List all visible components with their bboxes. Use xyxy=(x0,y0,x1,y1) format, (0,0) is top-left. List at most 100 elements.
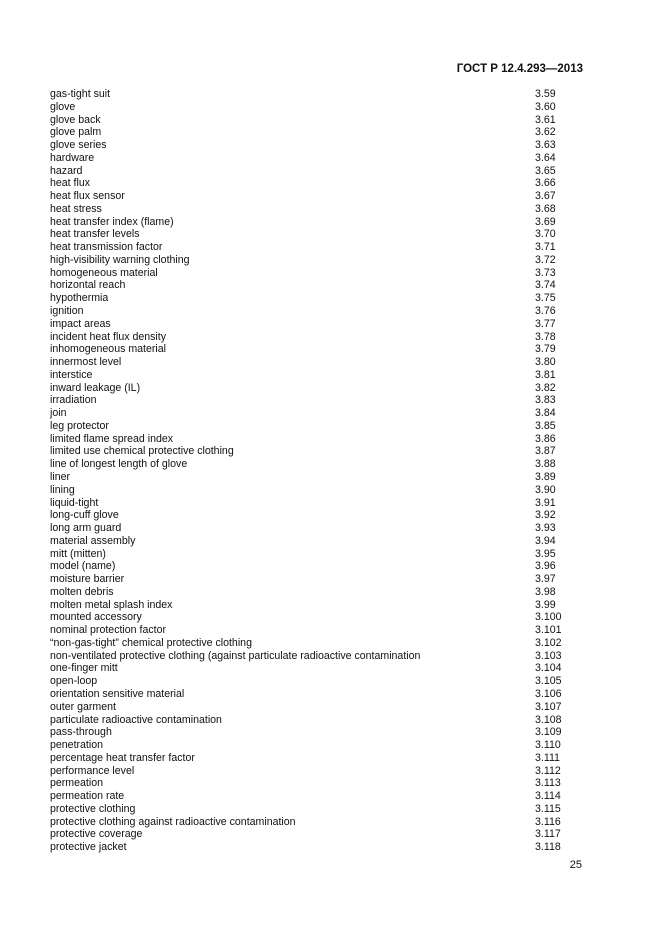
term: molten metal splash index xyxy=(50,598,173,611)
list-item: heat flux sensor 3.67 xyxy=(50,190,590,203)
term: inward leakage (IL) xyxy=(50,381,141,394)
term: protective jacket xyxy=(50,841,127,854)
term-reference: 3.68 xyxy=(535,202,556,215)
list-item: inhomogeneous material 3.79 xyxy=(50,343,590,356)
list-item: outer garment 3.107 xyxy=(50,701,590,714)
term-reference: 3.82 xyxy=(535,381,556,394)
term-reference: 3.75 xyxy=(535,292,556,305)
term: limited use chemical protective clothing xyxy=(50,445,234,458)
term-reference: 3.95 xyxy=(535,547,556,560)
list-item: innermost level 3.80 xyxy=(50,356,590,369)
term-reference: 3.103 xyxy=(535,649,562,662)
term: nominal protection factor xyxy=(50,624,167,637)
term: protective coverage xyxy=(50,828,143,841)
term: join xyxy=(50,407,67,420)
term: high-visibility warning clothing xyxy=(50,253,190,266)
term-reference: 3.65 xyxy=(535,164,556,177)
term-reference: 3.83 xyxy=(535,394,556,407)
document-header: ГОСТ Р 12.4.293—2013 xyxy=(456,63,583,75)
term: protective clothing against radioactive … xyxy=(50,815,296,828)
term: material assembly xyxy=(50,534,136,547)
term-reference: 3.89 xyxy=(535,470,556,483)
term-reference: 3.71 xyxy=(535,241,556,254)
list-item: join 3.84 xyxy=(50,407,590,420)
term: pass-through xyxy=(50,726,112,739)
term: limited flame spread index xyxy=(50,432,174,445)
term: hazard xyxy=(50,164,83,177)
list-item: hazard 3.65 xyxy=(50,165,590,178)
list-item: particulate radioactive contamination 3.1… xyxy=(50,714,590,727)
term: interstice xyxy=(50,368,93,381)
term-reference: 3.66 xyxy=(535,177,556,190)
term: gas-tight suit xyxy=(50,88,111,100)
term: impact areas xyxy=(50,317,111,330)
term-reference: 3.116 xyxy=(535,815,561,828)
list-item: non-ventilated protective clothing (agai… xyxy=(50,650,590,663)
list-item: “non-gas-tight” chemical protective clot… xyxy=(50,637,590,650)
list-item: performance level 3.112 xyxy=(50,765,590,778)
term: heat flux xyxy=(50,177,91,190)
term-reference: 3.76 xyxy=(535,305,556,318)
term: percentage heat transfer factor xyxy=(50,751,195,764)
term-reference: 3.104 xyxy=(535,662,562,675)
term: protective clothing xyxy=(50,802,136,815)
list-item: ignition 3.76 xyxy=(50,305,590,318)
term: one-finger mitt xyxy=(50,662,118,675)
list-item: pass-through 3.109 xyxy=(50,726,590,739)
term: heat transfer levels xyxy=(50,228,140,241)
list-item: limited use chemical protective clothing… xyxy=(50,445,590,458)
term-reference: 3.109 xyxy=(535,726,562,739)
list-item: horizontal reach 3.74 xyxy=(50,279,590,292)
term-reference: 3.69 xyxy=(535,215,556,228)
list-item: limited flame spread index 3.86 xyxy=(50,433,590,446)
term-reference: 3.114 xyxy=(535,790,561,803)
term-reference: 3.117 xyxy=(535,828,561,841)
term-reference: 3.91 xyxy=(535,496,556,509)
list-item: protective clothing against radioactive … xyxy=(50,816,590,829)
list-item: model (name) 3.96 xyxy=(50,560,590,573)
term: innermost level xyxy=(50,356,122,369)
list-item: one-finger mitt 3.104 xyxy=(50,662,590,675)
list-item: heat transfer index (flame) 3.69 xyxy=(50,216,590,229)
term-reference: 3.63 xyxy=(535,139,556,152)
term-reference: 3.98 xyxy=(535,585,556,598)
list-item: nominal protection factor 3.101 xyxy=(50,624,590,637)
term: mitt (mitten) xyxy=(50,547,106,560)
term: penetration xyxy=(50,739,104,752)
list-item: glove 3.60 xyxy=(50,101,590,114)
list-item: interstice 3.81 xyxy=(50,369,590,382)
term: mounted accessory xyxy=(50,611,142,624)
term-reference: 3.96 xyxy=(535,560,556,573)
list-item: line of longest length of glove 3.88 xyxy=(50,458,590,471)
list-item: heat transfer levels 3.70 xyxy=(50,228,590,241)
term: lining xyxy=(50,483,75,496)
term: model (name) xyxy=(50,560,116,573)
term-reference: 3.64 xyxy=(535,151,556,164)
term: line of longest length of glove xyxy=(50,458,188,471)
list-item: open-loop 3.105 xyxy=(50,675,590,688)
list-item: liner 3.89 xyxy=(50,471,590,484)
term-reference: 3.67 xyxy=(535,190,556,203)
term-reference: 3.60 xyxy=(535,100,556,113)
term-reference: 3.111 xyxy=(535,751,560,764)
list-item: molten metal splash index 3.99 xyxy=(50,599,590,612)
term: performance level xyxy=(50,764,135,777)
list-item: incident heat flux density 3.78 xyxy=(50,331,590,344)
list-item: hypothermia 3.75 xyxy=(50,292,590,305)
term-reference: 3.81 xyxy=(535,368,556,381)
term: heat transmission factor xyxy=(50,241,163,254)
term: glove back xyxy=(50,113,101,126)
term-index-list: gas-tight suit 3.59 glove 3.60 glove back 3.6… xyxy=(50,88,590,854)
term-reference: 3.113 xyxy=(535,777,561,790)
list-item: long-cuff glove 3.92 xyxy=(50,509,590,522)
term-reference: 3.61 xyxy=(535,113,556,126)
term-reference: 3.77 xyxy=(535,317,556,330)
term: heat transfer index (flame) xyxy=(50,215,174,228)
term-reference: 3.99 xyxy=(535,598,556,611)
term: open-loop xyxy=(50,675,98,688)
term-reference: 3.110 xyxy=(535,739,561,752)
page-number: 25 xyxy=(569,859,582,871)
term-reference: 3.108 xyxy=(535,713,562,726)
term: ignition xyxy=(50,305,84,318)
term-reference: 3.74 xyxy=(535,279,556,292)
